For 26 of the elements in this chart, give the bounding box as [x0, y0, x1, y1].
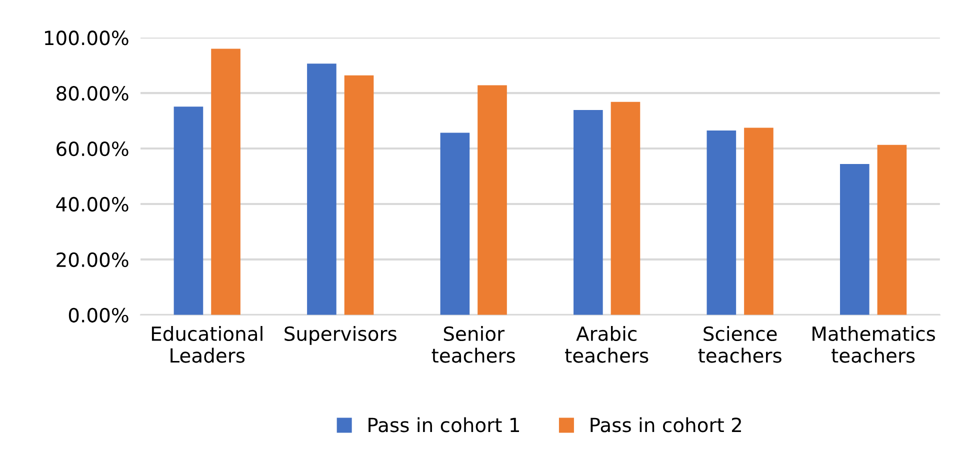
bar — [307, 64, 336, 315]
y-tick-label: 100.00% — [45, 30, 128, 46]
bar — [478, 85, 507, 315]
legend-label: Pass in cohort 1 — [368, 417, 519, 432]
x-tick-label: Senior teachers — [432, 326, 515, 363]
y-tick-label: 0.00% — [68, 308, 128, 323]
x-tick-label: Arabic teachers — [565, 326, 648, 363]
bar — [174, 106, 204, 315]
legend-label: Pass in cohort 2 — [590, 417, 741, 432]
bar — [744, 128, 774, 315]
x-tick-label: Mathematics teachers — [812, 326, 936, 363]
bar — [574, 110, 603, 315]
x-tick-label: Science teachers — [698, 326, 782, 363]
bar — [211, 48, 240, 315]
bar — [877, 144, 907, 315]
bar — [344, 75, 374, 315]
y-tick-label: 80.00% — [56, 86, 128, 101]
y-tick-label: 40.00% — [56, 196, 128, 212]
bar — [706, 130, 736, 315]
bar — [610, 102, 640, 315]
x-tick-label: Supervisors — [284, 326, 396, 345]
y-tick-label: 60.00% — [56, 141, 128, 156]
y-tick-label: 20.00% — [56, 252, 128, 268]
x-tick-label: Educational Leaders — [152, 326, 262, 363]
bar — [440, 132, 470, 315]
bar — [840, 164, 870, 315]
